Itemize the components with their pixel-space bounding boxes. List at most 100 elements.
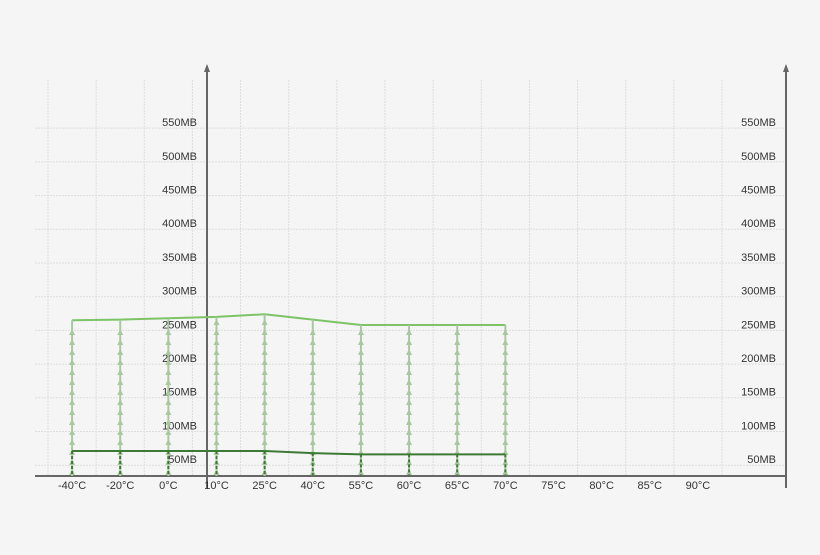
- arrow-head: [117, 419, 124, 425]
- arrow-head: [454, 429, 461, 435]
- arrow-head: [213, 379, 220, 385]
- arrow-head: [117, 409, 124, 415]
- arrow-head: [309, 399, 316, 405]
- arrow-head: [165, 329, 172, 335]
- arrow-head: [454, 329, 461, 335]
- y2-tick-label: 400MB: [741, 218, 776, 230]
- arrow-head: [165, 439, 172, 445]
- arrow-head: [165, 429, 172, 435]
- arrow-head: [357, 439, 364, 445]
- y-tick-label: 500MB: [162, 151, 197, 163]
- arrow-head: [261, 399, 268, 405]
- arrow-head: [357, 379, 364, 385]
- arrow-head: [406, 409, 413, 415]
- y-tick-label: 550MB: [162, 117, 197, 129]
- x-tick-label: 55°C: [349, 480, 374, 492]
- y-tick-label: 200MB: [162, 353, 197, 365]
- arrow-head: [165, 359, 172, 365]
- arrow-head: [454, 359, 461, 365]
- arrow-head: [454, 389, 461, 395]
- arrow-head: [213, 369, 220, 375]
- arrow-head: [406, 349, 413, 355]
- arrow-head: [357, 339, 364, 345]
- arrow-head: [502, 389, 509, 395]
- arrow-head: [502, 359, 509, 365]
- arrow-head: [117, 339, 124, 345]
- arrow-head: [213, 359, 220, 365]
- arrow-head: [357, 429, 364, 435]
- arrow-head: [261, 379, 268, 385]
- y2-tick-label: 450MB: [741, 184, 776, 196]
- arrow-head: [454, 369, 461, 375]
- y2-tick-label: 50MB: [747, 454, 776, 466]
- arrow-head: [165, 379, 172, 385]
- arrow-head: [261, 339, 268, 345]
- arrow-head: [357, 349, 364, 355]
- arrow-head: [406, 339, 413, 345]
- arrow-head: [165, 339, 172, 345]
- arrow-head: [261, 359, 268, 365]
- arrow-head: [406, 369, 413, 375]
- y-tick-label: 250MB: [162, 319, 197, 331]
- arrow-head: [117, 379, 124, 385]
- x-tick-label: 85°C: [637, 480, 662, 492]
- arrow-head: [165, 349, 172, 355]
- arrow-head: [502, 399, 509, 405]
- arrow-head: [261, 349, 268, 355]
- arrow-head: [357, 399, 364, 405]
- arrow-head: [165, 369, 172, 375]
- arrow-head: [502, 409, 509, 415]
- arrow-head: [69, 359, 76, 365]
- arrow-head: [213, 349, 220, 355]
- x-tick-label: 70°C: [493, 480, 518, 492]
- arrow-head: [213, 319, 220, 325]
- arrow-head: [357, 419, 364, 425]
- arrow-head: [69, 399, 76, 405]
- arrow-head: [165, 399, 172, 405]
- arrow-head: [117, 329, 124, 335]
- arrow-head: [69, 379, 76, 385]
- arrow-head: [261, 409, 268, 415]
- arrow-head: [357, 329, 364, 335]
- arrow-head: [261, 389, 268, 395]
- arrow-head: [69, 429, 76, 435]
- x-tick-label: 0°C: [159, 480, 178, 492]
- arrow-head: [309, 389, 316, 395]
- arrow-head: [454, 399, 461, 405]
- arrow-head: [502, 339, 509, 345]
- arrow-head: [502, 429, 509, 435]
- arrow-head: [213, 399, 220, 405]
- y-tick-label: 400MB: [162, 218, 197, 230]
- arrow-head: [357, 359, 364, 365]
- series-line: [72, 313, 506, 327]
- y2-tick-label: 300MB: [741, 286, 776, 298]
- arrow-head: [213, 329, 220, 335]
- arrow-head: [309, 369, 316, 375]
- arrow-head: [357, 409, 364, 415]
- arrow-head: [309, 409, 316, 415]
- x-tick-label: 60°C: [397, 480, 422, 492]
- arrow-head: [502, 369, 509, 375]
- arrow-head: [69, 339, 76, 345]
- arrow-head: [213, 439, 220, 445]
- arrow-head: [406, 359, 413, 365]
- arrow-head: [117, 349, 124, 355]
- arrow-head: [309, 469, 316, 475]
- arrow-head: [454, 419, 461, 425]
- arrow-head: [406, 329, 413, 335]
- x-tick-label: 65°C: [445, 480, 470, 492]
- arrow-head: [69, 329, 76, 335]
- arrow-head: [213, 429, 220, 435]
- arrow-head: [261, 439, 268, 445]
- arrow-head: [69, 389, 76, 395]
- arrow-head: [502, 329, 509, 335]
- arrow-head: [213, 409, 220, 415]
- x-tick-label: 40°C: [300, 480, 325, 492]
- arrow-head: [165, 389, 172, 395]
- series-line: [72, 450, 506, 456]
- y2-tick-label: 150MB: [741, 387, 776, 399]
- arrow-head: [261, 329, 268, 335]
- arrow-head: [454, 379, 461, 385]
